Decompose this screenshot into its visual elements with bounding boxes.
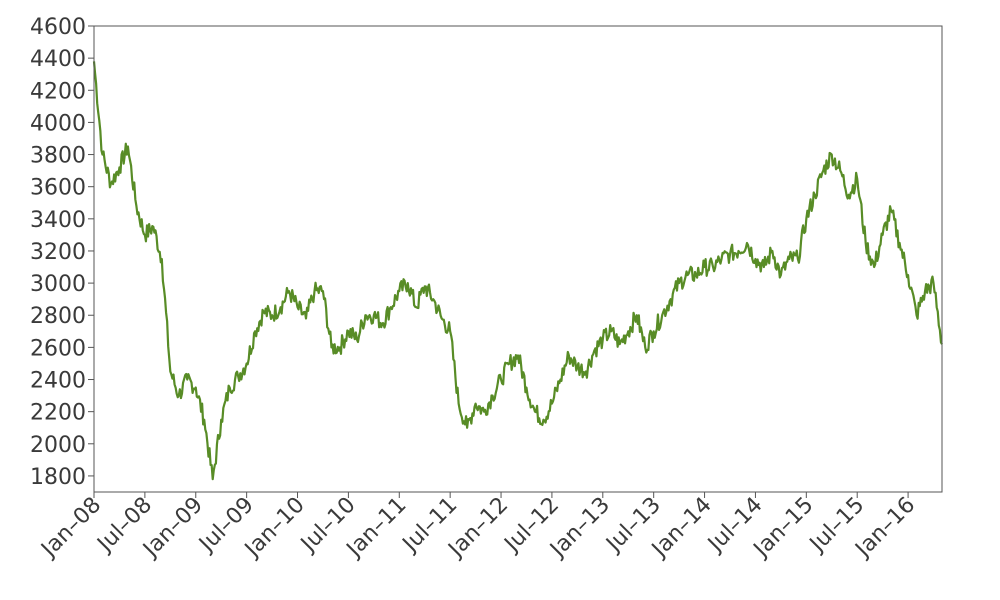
x-tick-label: Jan–08 xyxy=(36,493,107,564)
y-tick-label: 3600 xyxy=(30,176,86,201)
y-tick-label: 4000 xyxy=(30,111,86,136)
y-tick-label: 3800 xyxy=(30,144,86,169)
x-axis: Jan–08Jul–08Jan–09Jul–09Jan–10Jul–10Jan–… xyxy=(36,492,920,564)
plot-frame xyxy=(93,25,943,493)
y-tick-label: 1800 xyxy=(30,465,86,490)
series-line xyxy=(92,61,943,481)
y-tick-label: 2000 xyxy=(30,433,86,458)
y-tick-label: 2600 xyxy=(30,336,86,361)
y-tick-label: 2400 xyxy=(30,369,86,394)
y-tick-label: 3000 xyxy=(30,272,86,297)
y-tick-label: 2800 xyxy=(30,304,86,329)
y-tick-label: 4600 xyxy=(30,15,86,40)
y-tick-label: 3400 xyxy=(30,208,86,233)
y-tick-label: 4400 xyxy=(30,47,86,72)
y-tick-label: 2200 xyxy=(30,401,86,426)
y-tick-label: 3200 xyxy=(30,240,86,265)
y-axis: 1800 2000 2200 2400 2600 2800 3000 3200 3400 3600… xyxy=(30,15,94,490)
y-tick-label: 4200 xyxy=(30,79,86,104)
